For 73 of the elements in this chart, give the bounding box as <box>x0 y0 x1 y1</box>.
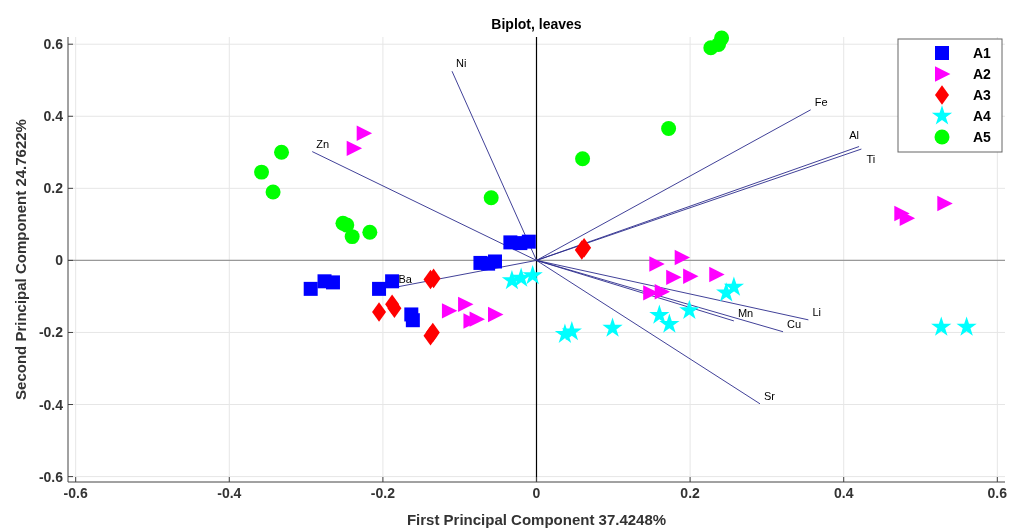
point <box>575 151 591 167</box>
y-tick-label: -0.2 <box>38 324 64 341</box>
annotation: Ti <box>866 153 876 166</box>
point <box>441 303 458 319</box>
annotation: Mn <box>737 306 754 319</box>
legend-label: A2 <box>973 66 992 82</box>
point <box>344 229 360 245</box>
point <box>405 313 420 328</box>
annotation: Ni <box>456 57 467 70</box>
y-tick-label: 0 <box>55 252 64 269</box>
point <box>661 121 677 136</box>
point <box>674 249 691 266</box>
annotation: Sr <box>764 389 776 402</box>
y-tick-label: 0.2 <box>43 180 64 197</box>
point <box>666 269 682 286</box>
point <box>372 281 387 296</box>
point <box>679 299 700 320</box>
point <box>265 184 281 200</box>
point <box>481 256 496 271</box>
point <box>649 256 665 272</box>
annotation: Ba <box>398 273 413 286</box>
point <box>683 268 699 284</box>
point <box>649 304 670 324</box>
point <box>659 313 680 333</box>
y-tick-label: -0.4 <box>38 396 64 413</box>
annotation: Zn <box>316 137 330 150</box>
point <box>387 298 402 319</box>
x-tick-label: 0.6 <box>987 485 1008 501</box>
x-tick-label: 0.2 <box>680 485 701 501</box>
annotation: Li <box>812 305 821 318</box>
point <box>303 281 318 296</box>
point <box>356 125 373 141</box>
annotation: Al <box>849 128 860 141</box>
point <box>362 224 378 240</box>
point <box>488 306 504 323</box>
annotation: Cu <box>787 317 802 330</box>
legend-label: A3 <box>973 87 992 103</box>
y-tick-label: -0.6 <box>38 468 64 485</box>
point <box>931 316 952 336</box>
x-tick-label: 0 <box>532 485 541 501</box>
point <box>325 275 340 290</box>
point <box>254 164 270 180</box>
point <box>522 264 543 285</box>
legend-label: A5 <box>973 129 992 145</box>
x-tick-label: -0.4 <box>217 485 242 501</box>
y-axis-title: Second Principal Component 24.7622% <box>12 119 29 400</box>
legend-label: A1 <box>973 45 992 61</box>
y-tick-label: 0.6 <box>43 36 64 53</box>
annotation: Fe <box>814 95 828 108</box>
point <box>521 234 536 249</box>
point <box>937 195 953 212</box>
point <box>372 302 387 322</box>
point <box>709 266 725 283</box>
point <box>654 284 671 300</box>
point <box>346 140 363 157</box>
y-tick-label: 0.4 <box>43 108 64 125</box>
x-tick-label: -0.2 <box>370 485 396 501</box>
point <box>469 311 485 327</box>
point <box>956 316 977 336</box>
chart-title: Biplot, leaves <box>491 16 582 32</box>
x-tick-label: 0.4 <box>833 485 854 501</box>
point <box>723 276 745 296</box>
legend-label: A4 <box>973 108 992 124</box>
point <box>274 144 290 160</box>
point <box>483 190 499 206</box>
x-axis-title: First Principal Component 37.4248% <box>406 511 667 528</box>
point <box>711 37 727 53</box>
point <box>339 217 355 233</box>
point <box>385 274 400 289</box>
point <box>602 317 623 337</box>
point <box>561 321 582 341</box>
x-tick-label: -0.6 <box>63 485 88 501</box>
point <box>458 296 474 313</box>
